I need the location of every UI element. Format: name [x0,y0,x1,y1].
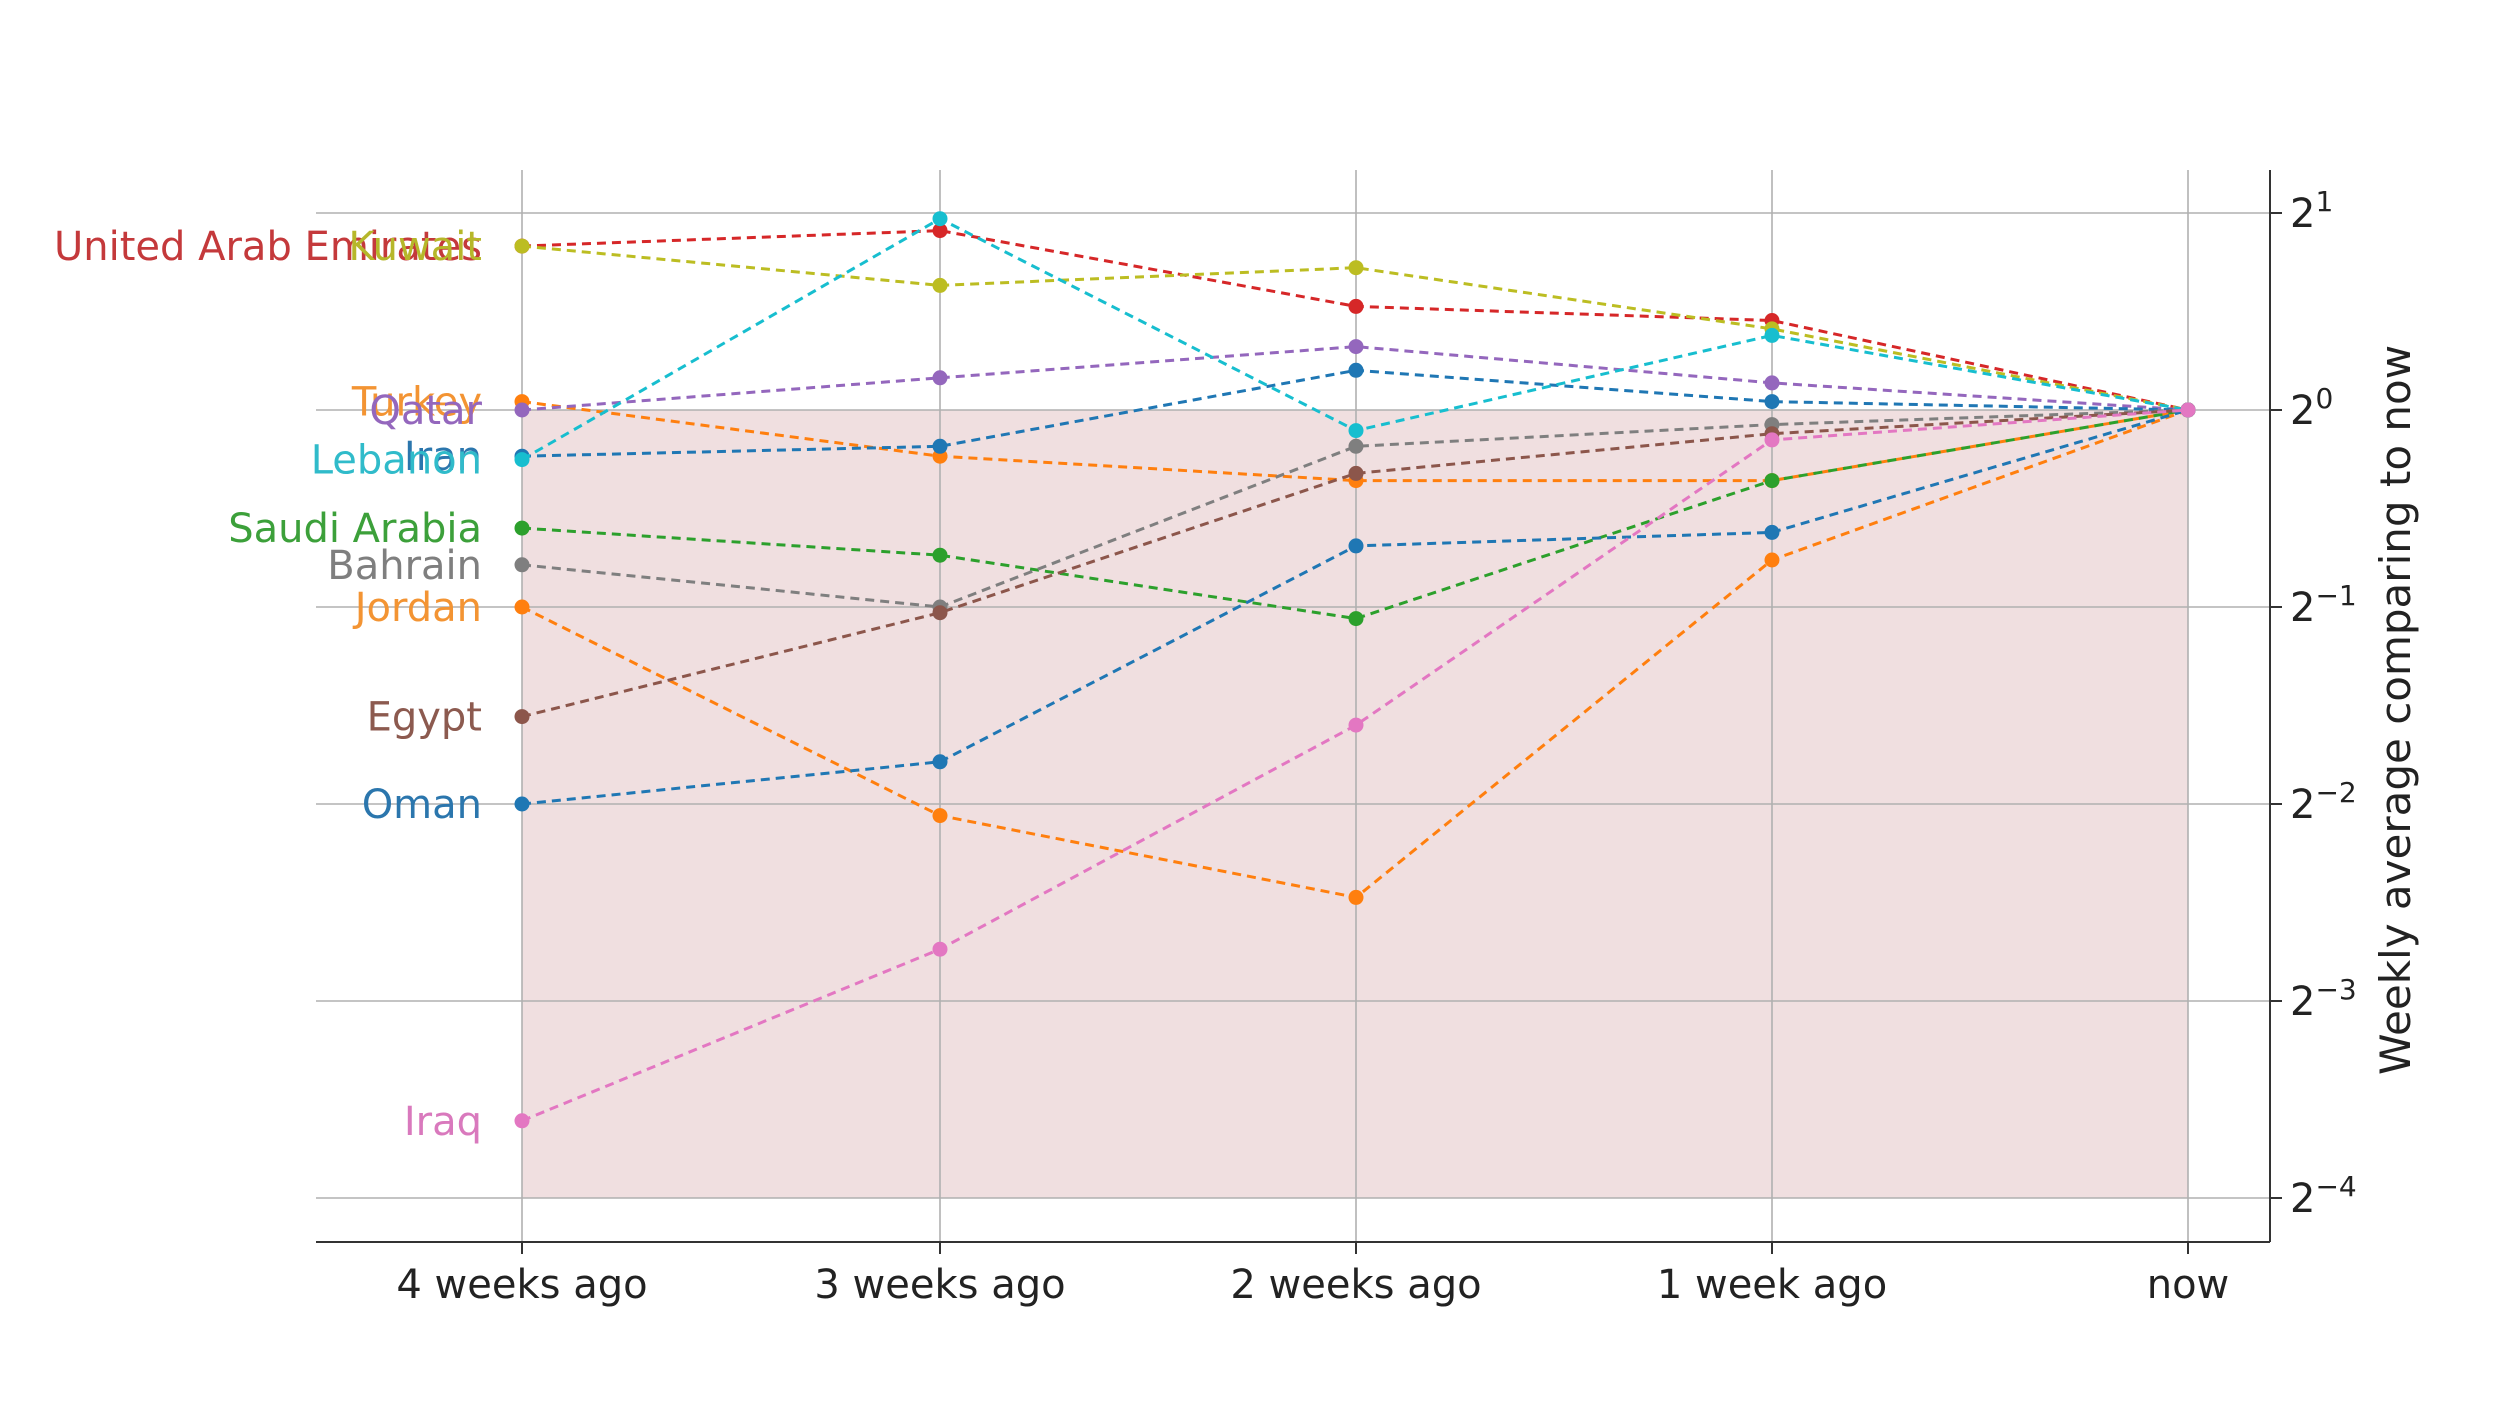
data-point [1348,298,1364,314]
data-point [1764,552,1780,568]
series-label: Kuwait [348,224,482,270]
data-point [932,808,948,824]
series-label: Egypt [367,695,482,741]
data-point [514,599,530,615]
series-layer [514,211,2196,1129]
series-labels-layer: United Arab EmiratesKuwaitTurkeyQatarIra… [54,224,483,1145]
data-point [1348,362,1364,378]
data-point [1764,375,1780,391]
data-point [932,754,948,770]
series-label: Jordan [352,585,482,631]
y-tick-label: 2−3 [2290,973,2357,1025]
data-point [1764,394,1780,410]
y-tick-label: 2−1 [2290,579,2357,631]
data-point [932,438,948,454]
data-point [1348,889,1364,905]
series-line [521,408,2189,719]
y-axis-title: Weekly average comparing to now [2371,345,2420,1075]
data-point [1348,611,1364,627]
data-point [1764,524,1780,540]
data-point [1348,260,1364,276]
series-label: Turkey [351,380,482,426]
data-point [932,277,948,293]
data-point [1764,327,1780,343]
data-point [932,605,948,621]
series-line [521,408,2189,1123]
grid-layer [316,170,2270,1242]
data-point [514,796,530,812]
data-point [514,452,530,468]
series-saudi-arabia [514,402,2196,627]
series-line [521,408,2189,621]
data-point [1348,465,1364,481]
y-tick-label: 20 [2290,382,2333,434]
data-point [932,370,948,386]
x-tick-label: now [2147,1262,2230,1308]
x-tick-label: 1 week ago [1657,1262,1887,1308]
data-point [1348,339,1364,355]
data-point [514,557,530,573]
series-label: Oman [362,782,482,828]
data-point [1348,717,1364,733]
data-point [1348,538,1364,554]
data-point [932,211,948,227]
data-point [514,709,530,725]
series-iraq [514,402,2196,1129]
series-label: United Arab Emirates [54,224,482,270]
data-point [1764,473,1780,489]
series-label: Bahrain [327,543,482,589]
data-point [514,238,530,254]
data-point [2180,402,2196,418]
data-point [932,547,948,563]
data-point [1348,423,1364,439]
series-label: Iran [404,434,482,480]
data-point [514,520,530,536]
series-label: Qatar [369,388,482,434]
data-point [1348,438,1364,454]
x-tick-label: 4 weeks ago [396,1262,647,1308]
data-point [932,223,948,239]
data-point [514,1113,530,1129]
y-tick-label: 21 [2290,185,2333,237]
y-tick-label: 2−4 [2290,1170,2357,1222]
x-tick-label: 2 weeks ago [1230,1262,1481,1308]
data-point [932,941,948,957]
series-label: Iraq [404,1099,482,1145]
data-point [1764,432,1780,448]
data-point [514,402,530,418]
x-tick-label: 3 weeks ago [814,1262,1065,1308]
series-label: Saudi Arabia [228,506,482,552]
axes-layer: 21 20 2−1 2−2 2−3 2−4 4 weeks ago 3 weeks ago 2 … [316,170,2357,1308]
series-line [521,244,2189,412]
series-label: Lebanon [311,438,482,484]
y-tick-label: 2−2 [2290,776,2357,828]
